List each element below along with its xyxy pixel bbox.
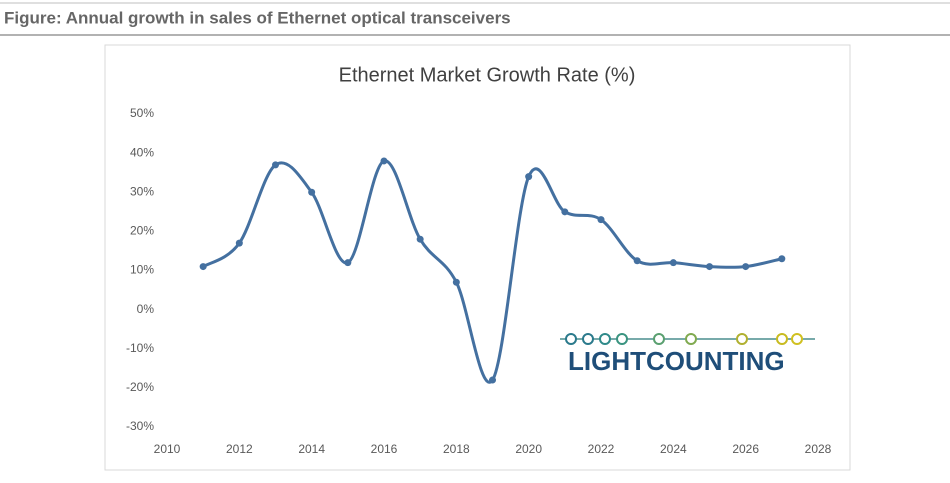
data-point: [633, 257, 641, 265]
data-point: [597, 216, 605, 224]
data-point: [452, 278, 460, 286]
x-tick-label: 2026: [732, 442, 759, 456]
data-point: [706, 263, 713, 271]
y-tick-label: 40%: [130, 145, 154, 159]
y-tick-label: 30%: [130, 184, 154, 198]
y-tick-label: 50%: [130, 106, 154, 120]
watermark: LIGHTCOUNTING: [568, 346, 785, 376]
data-point: [742, 263, 750, 271]
x-tick-label: 2010: [154, 442, 181, 456]
data-point: [525, 173, 533, 181]
y-tick-label: 10%: [130, 263, 154, 277]
data-point: [669, 259, 677, 267]
x-tick-label: 2024: [660, 442, 687, 456]
data-point: [380, 157, 388, 165]
y-tick-label: -10%: [126, 341, 154, 355]
data-point: [235, 239, 243, 247]
y-tick-label: -20%: [126, 380, 154, 394]
y-tick-label: 0%: [137, 302, 155, 316]
y-tick-label: 20%: [130, 224, 154, 238]
data-point: [416, 235, 424, 243]
chart-title: Ethernet Market Growth Rate (%): [339, 64, 636, 86]
data-point: [489, 376, 496, 384]
data-point: [778, 255, 786, 263]
logo-decoration: [560, 333, 815, 345]
data-point: [308, 188, 316, 196]
chart-frame: [104, 44, 851, 471]
caption: Figure: Annual growth in sales of Ethern…: [4, 8, 511, 27]
x-tick-label: 2014: [298, 442, 325, 456]
x-tick-label: 2028: [805, 442, 832, 456]
x-tick-label: 2020: [515, 442, 542, 456]
x-tick-label: 2022: [588, 442, 615, 456]
x-tick-label: 2012: [226, 442, 253, 456]
x-tick-label: 2018: [443, 442, 470, 456]
data-point: [344, 259, 352, 267]
data-point: [561, 208, 569, 216]
data-point: [199, 263, 207, 271]
x-tick-label: 2016: [371, 442, 398, 456]
y-tick-label: -30%: [126, 419, 154, 433]
data-point: [272, 161, 279, 169]
